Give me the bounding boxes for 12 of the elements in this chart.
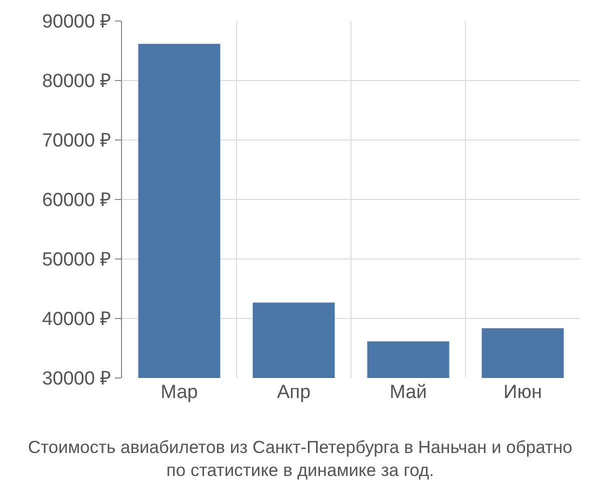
x-tick-label: Июн — [504, 382, 542, 403]
text: Стоимость авиабилетов из Санкт-Петербурга в Наньчан и обратно по статистике в динамике за год. — [28, 437, 572, 480]
y-tick-label: 90000 ₽ — [42, 12, 112, 33]
y-tick-label: 70000 ₽ — [42, 130, 112, 152]
y-tick-label: 40000 ₽ — [42, 309, 112, 330]
y-tick-label: 30000 ₽ — [42, 368, 112, 390]
x-tick-label: Май — [390, 382, 427, 403]
y-tick-label: 80000 ₽ — [42, 71, 112, 92]
x-tick-label: Апр — [276, 382, 311, 403]
y-tick-label: 60000 ₽ — [42, 190, 112, 212]
x-tick-label: Мар — [160, 382, 198, 403]
y-tick-label: 50000 ₽ — [42, 250, 112, 271]
